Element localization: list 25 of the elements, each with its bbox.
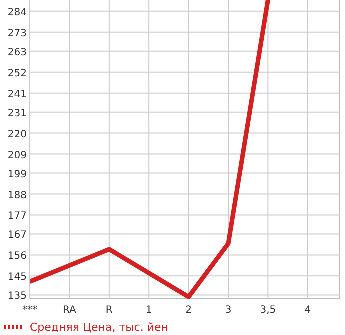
y-tick-label: 273 [8,28,27,40]
x-tick-label: 3 [225,305,232,316]
y-tick-label: 199 [8,169,27,180]
x-tick-label: 2 [186,305,192,316]
x-tick-label: 4 [304,305,312,316]
y-tick-label: 241 [8,89,27,100]
y-tick-label: 167 [8,230,27,242]
y-tick-label: 188 [8,190,27,202]
x-tick-label: RA [63,305,77,316]
x-tick-label: R [106,305,113,316]
line-series [30,0,270,299]
x-tick-label: *** [22,305,38,316]
legend-label: Средняя Цена, тыс. йен [30,321,168,334]
y-tick-label: 284 [8,7,27,18]
y-tick-label: 135 [8,291,27,302]
y-tick-label: 252 [8,68,27,80]
y-tick-label: 145 [8,272,27,284]
x-tick-label: 3,5 [260,305,276,316]
x-tick-label: 1 [146,305,152,316]
y-tick-label: 220 [8,129,27,140]
y-tick-label: 177 [8,211,27,222]
y-tick-label: 263 [8,47,27,58]
y-tick-label: 231 [8,108,27,120]
y-tick-label: 209 [8,150,27,162]
y-tick-label: 156 [8,251,27,262]
